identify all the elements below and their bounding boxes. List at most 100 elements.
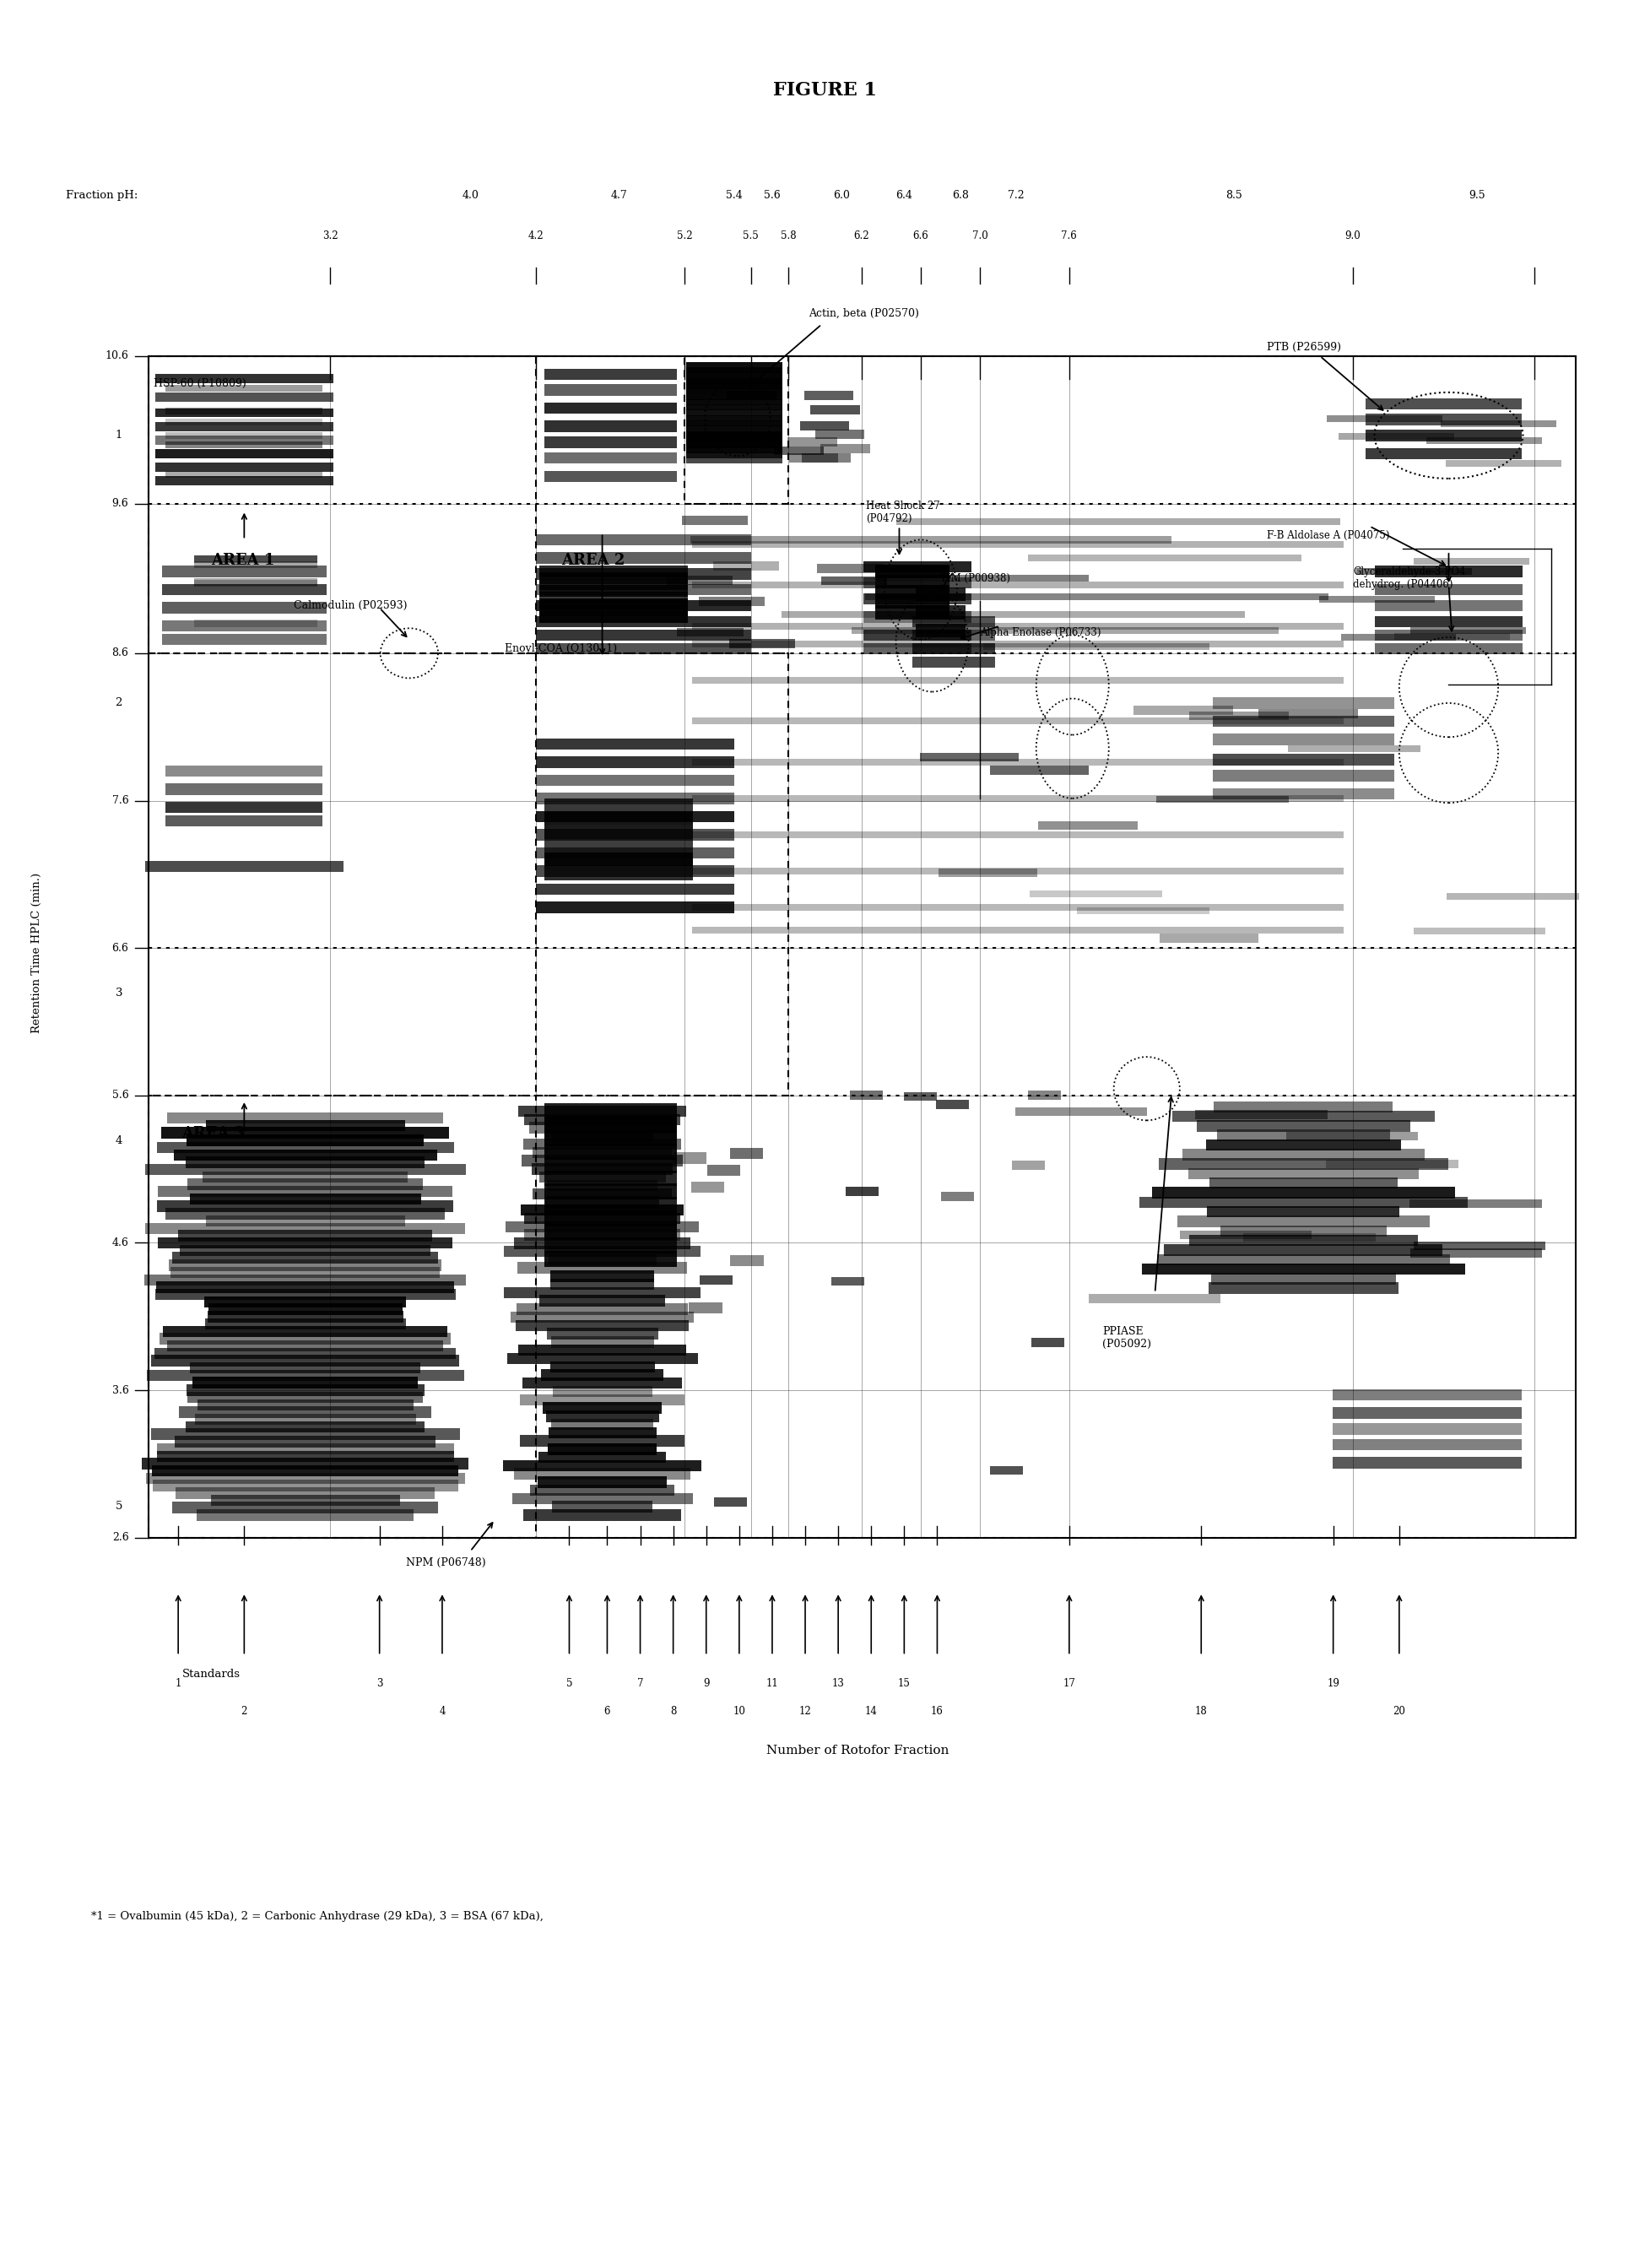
Text: 8.6: 8.6 [112, 649, 129, 658]
Bar [516, 1304, 688, 1315]
Bar [686, 420, 782, 431]
Bar [691, 794, 1343, 801]
Bar [544, 1184, 676, 1200]
Bar [510, 1311, 695, 1322]
Bar [162, 633, 327, 644]
Bar [1332, 1458, 1521, 1470]
Bar [1190, 712, 1289, 721]
Bar [686, 415, 782, 426]
Text: 1: 1 [116, 431, 122, 440]
Bar [1208, 1284, 1399, 1293]
Bar [518, 1345, 686, 1356]
Text: 9: 9 [703, 1678, 710, 1690]
Bar [1219, 1225, 1388, 1236]
Bar [1213, 714, 1394, 726]
Bar [874, 574, 950, 587]
Bar [726, 390, 776, 399]
Bar [686, 388, 782, 399]
Bar [505, 1286, 700, 1297]
Bar [162, 583, 327, 594]
Bar [1183, 1150, 1424, 1161]
Bar [544, 404, 676, 413]
Bar [686, 426, 782, 438]
Text: 1: 1 [175, 1678, 182, 1690]
Bar [874, 565, 950, 578]
Bar [186, 1383, 424, 1395]
Bar [685, 356, 789, 503]
Bar [676, 628, 742, 637]
Bar [175, 1488, 436, 1499]
Bar [1152, 1186, 1455, 1198]
Bar [544, 451, 676, 463]
Bar [505, 1245, 700, 1256]
Bar [531, 1163, 673, 1175]
Bar [155, 449, 333, 458]
Bar [851, 626, 1279, 633]
Bar [536, 864, 734, 875]
Bar [1411, 1247, 1543, 1256]
Bar [686, 404, 782, 415]
Bar [691, 581, 1343, 587]
Bar [173, 1150, 437, 1161]
Text: Retention Time HPLC (min.): Retention Time HPLC (min.) [31, 873, 41, 1032]
Text: F-B Aldolase A (P04075): F-B Aldolase A (P04075) [1267, 531, 1389, 540]
Bar [549, 1279, 655, 1290]
Text: Glyceraldehyde-3-PO4
dehydrog. (P04406): Glyceraldehyde-3-PO4 dehydrog. (P04406) [1353, 567, 1465, 590]
Bar [193, 581, 317, 587]
Bar [544, 1225, 676, 1241]
Bar [145, 1222, 465, 1234]
Bar [543, 1402, 662, 1413]
Bar [729, 1148, 762, 1159]
Text: 5.6: 5.6 [764, 191, 780, 200]
Bar [1341, 635, 1457, 642]
Bar [155, 392, 333, 401]
Bar [536, 551, 751, 562]
Bar [521, 1154, 683, 1166]
Bar [544, 1211, 676, 1227]
Bar [1142, 1263, 1465, 1275]
Text: Alpha Enolase (P06733): Alpha Enolase (P06733) [980, 628, 1101, 637]
Bar [150, 1429, 460, 1440]
Bar [544, 812, 693, 826]
Bar [193, 578, 317, 585]
Bar [865, 592, 1328, 599]
Bar [1365, 447, 1521, 458]
Text: 7.6: 7.6 [1061, 231, 1077, 240]
Bar [1089, 1295, 1221, 1304]
Bar [165, 408, 322, 415]
Bar [152, 1465, 459, 1476]
Bar [536, 773, 734, 785]
Bar [546, 1411, 658, 1422]
Bar [1077, 907, 1209, 914]
Bar [536, 755, 734, 767]
Text: 2.6: 2.6 [112, 1533, 129, 1542]
Bar [536, 900, 734, 912]
Bar [195, 1413, 416, 1424]
Bar [1440, 420, 1556, 426]
Bar [523, 1377, 681, 1388]
Bar [865, 576, 970, 587]
Bar [157, 1452, 454, 1463]
Bar [155, 476, 333, 485]
Bar [731, 1254, 764, 1266]
Text: Number of Rotofor Fraction: Number of Rotofor Fraction [767, 1744, 949, 1758]
Bar [551, 1420, 653, 1431]
Bar [523, 1510, 681, 1520]
Bar [536, 644, 751, 653]
Bar [530, 1123, 675, 1134]
Bar [916, 587, 965, 601]
Bar [865, 644, 970, 653]
Bar [1411, 628, 1526, 635]
Bar [518, 1263, 686, 1275]
Text: 7: 7 [637, 1678, 644, 1690]
Text: 3.6: 3.6 [112, 1386, 129, 1395]
Bar [690, 1302, 723, 1313]
Bar [789, 454, 838, 463]
Bar [520, 1436, 685, 1447]
Bar [536, 599, 751, 610]
Bar [686, 367, 782, 379]
Bar [205, 1297, 406, 1309]
Bar [548, 1427, 657, 1438]
Bar [155, 463, 333, 472]
Bar [681, 515, 747, 524]
